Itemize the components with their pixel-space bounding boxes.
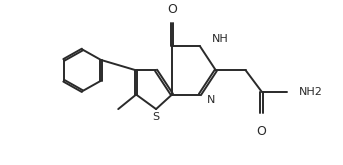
Text: O: O (257, 125, 267, 138)
Text: NH2: NH2 (298, 87, 322, 97)
Text: NH: NH (212, 34, 228, 44)
Text: S: S (153, 112, 159, 122)
Text: N: N (207, 95, 215, 105)
Text: O: O (167, 3, 177, 16)
